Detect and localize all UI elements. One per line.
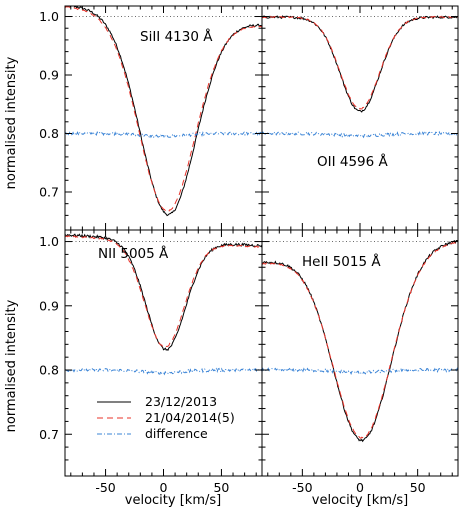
x-tick-label: 0 — [356, 480, 364, 495]
spectral-line-label-bottom-left: NII 5005 Å — [98, 245, 169, 262]
x-tick-label: 50 — [410, 480, 426, 495]
series-difference-top-right — [262, 130, 458, 139]
x-tick-label: -50 — [292, 480, 312, 495]
x-tick-label: 0 — [160, 480, 168, 495]
legend: 23/12/2013 21/04/2014(5) difference — [97, 394, 235, 441]
panel-top-right: OII 4596 Å — [261, 5, 459, 231]
spectral-line-label-bottom-right: HeII 5015 Å — [302, 253, 381, 270]
plot-area-bottom-left — [65, 233, 262, 376]
panel-frame-top-right — [261, 5, 459, 231]
y-tick-label: 0.9 — [39, 68, 59, 83]
y-tick-label: 0.9 — [39, 298, 59, 313]
legend-label-difference: difference — [145, 426, 208, 441]
series-observed-2014-bottom-right — [262, 241, 458, 439]
panels-group: 0.7 0.8 0.9 1.0 SiII 4130 Å OII 4596 Å -50 0 50 0… — [39, 5, 459, 495]
plot-area-top-left — [65, 6, 262, 217]
x-tick-label: 50 — [213, 480, 229, 495]
x-axis-title-left: velocity [km/s] — [125, 493, 221, 508]
panel-top-left: 0.7 0.8 0.9 1.0 SiII 4130 Å — [39, 5, 263, 231]
series-observed-2014-bottom-left — [65, 235, 262, 348]
series-observed-2013-top-right — [262, 15, 458, 113]
y-tick-label: 0.7 — [39, 427, 59, 442]
y-tick-label: 1.0 — [39, 9, 59, 24]
y-axis-title-top: normalised intensity — [4, 56, 19, 189]
y-tick-label: 0.8 — [39, 363, 59, 378]
series-observed-2014-top-left — [65, 6, 262, 213]
x-axis-title-right: velocity [km/s] — [312, 493, 408, 508]
plot-area-top-right — [262, 15, 458, 139]
panel-bottom-right: -50 0 50 HeII 5015 Å — [261, 229, 459, 495]
legend-label-2014: 21/04/2014(5) — [145, 410, 235, 425]
series-difference-bottom-right — [262, 367, 458, 375]
y-tick-label: 0.7 — [39, 184, 59, 199]
legend-label-2013: 23/12/2013 — [145, 394, 217, 409]
y-tick-label: 1.0 — [39, 234, 59, 249]
series-observed-2013-bottom-left — [65, 233, 262, 351]
series-observed-2014-top-right — [262, 15, 458, 111]
x-tick-label: -50 — [95, 480, 115, 495]
series-observed-2013-bottom-right — [262, 239, 458, 443]
spectral-line-label-top-right: OII 4596 Å — [317, 153, 389, 170]
series-difference-top-left — [65, 130, 262, 140]
y-axis-title-bottom: normalised intensity — [4, 299, 19, 432]
y-tick-label: 0.8 — [39, 126, 59, 141]
spectral-line-label-top-left: SiII 4130 Å — [140, 28, 213, 45]
panel-bottom-left: -50 0 50 0.7 0.8 0.9 1.0 NII 5005 Å — [39, 229, 263, 495]
plot-area-bottom-right — [262, 239, 458, 443]
series-difference-bottom-left — [65, 367, 262, 376]
